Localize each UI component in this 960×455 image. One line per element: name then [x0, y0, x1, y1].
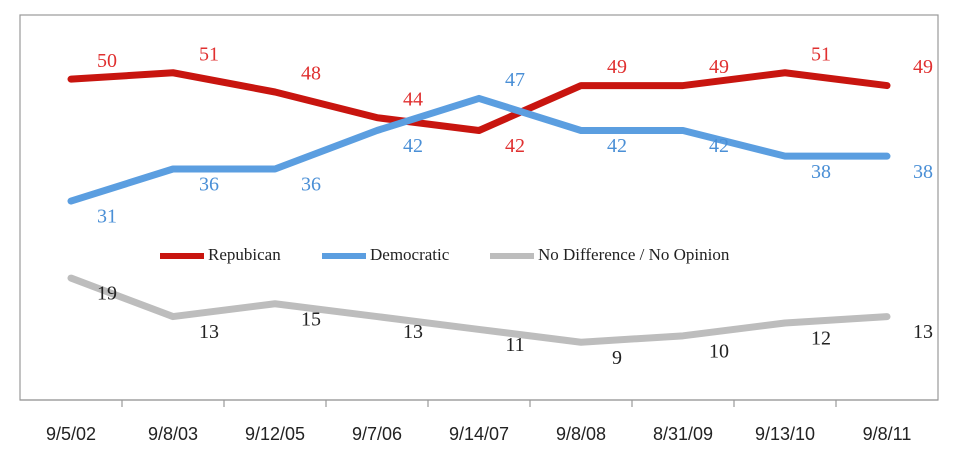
- series-line: [67, 94, 891, 205]
- x-tick-label: 9/7/06: [352, 424, 402, 444]
- data-label: 36: [301, 174, 321, 196]
- data-label: 36: [199, 174, 219, 196]
- series-line: [67, 274, 891, 346]
- x-tick-label: 9/8/03: [148, 424, 198, 444]
- legend-label: No Difference / No Opinion: [538, 245, 730, 264]
- x-tick-label: 9/12/05: [245, 424, 305, 444]
- data-label: 47: [505, 69, 525, 91]
- data-label: 48: [301, 63, 321, 85]
- data-label: 49: [709, 56, 729, 78]
- x-tick-label: 9/8/11: [863, 424, 912, 444]
- data-label: 15: [301, 308, 321, 330]
- x-tick-label: 9/14/07: [449, 424, 509, 444]
- data-label: 11: [505, 334, 524, 356]
- data-label: 49: [607, 56, 627, 78]
- data-label: 38: [913, 161, 933, 183]
- x-tick-label: 8/31/09: [653, 424, 713, 444]
- data-label: 42: [505, 135, 525, 157]
- data-label: 12: [811, 328, 831, 350]
- x-tick-label: 9/13/10: [755, 424, 815, 444]
- data-label: 13: [199, 321, 219, 343]
- data-label: 10: [709, 340, 729, 362]
- data-label: 49: [913, 56, 933, 78]
- series-line: [67, 69, 891, 134]
- data-label: 42: [403, 135, 423, 157]
- data-label: 51: [199, 43, 219, 65]
- data-label: 42: [709, 135, 729, 157]
- data-label: 13: [913, 321, 933, 343]
- data-label: 51: [811, 43, 831, 65]
- data-label: 38: [811, 161, 831, 183]
- data-label: 50: [97, 50, 117, 72]
- legend-label: Democratic: [370, 245, 450, 264]
- data-label: 9: [612, 347, 622, 369]
- data-label: 19: [97, 283, 117, 305]
- data-label: 31: [97, 206, 117, 228]
- data-label: 42: [607, 135, 627, 157]
- x-tick-label: 9/5/02: [46, 424, 96, 444]
- data-label: 44: [403, 88, 423, 110]
- data-label: 13: [403, 321, 423, 343]
- legend-label: Repubican: [208, 245, 281, 264]
- x-tick-label: 9/8/08: [556, 424, 606, 444]
